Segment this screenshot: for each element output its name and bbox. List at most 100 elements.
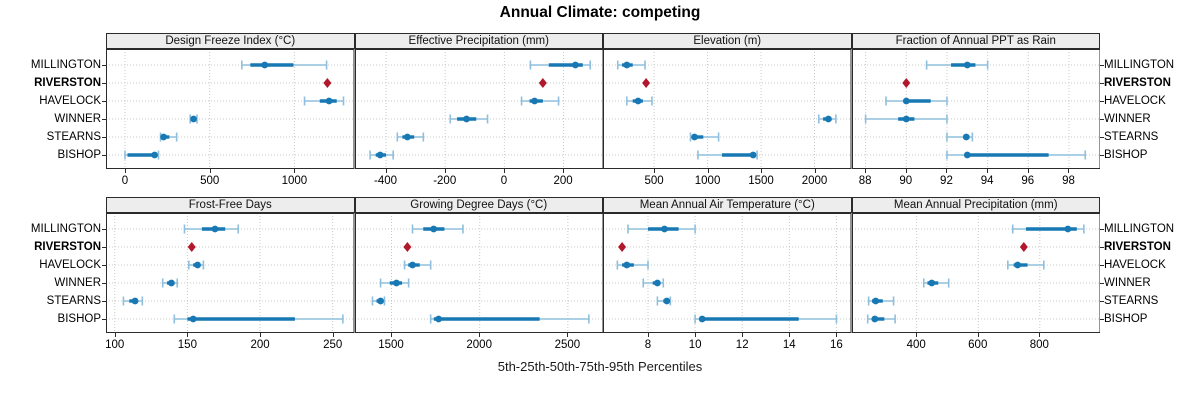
series-havelock — [1006, 260, 1045, 270]
highlight-diamond — [402, 242, 411, 252]
median-dot — [902, 115, 910, 123]
series-havelock — [303, 96, 345, 106]
highlight-diamond — [538, 78, 547, 88]
y-tick-mark — [101, 65, 106, 66]
panel-border — [851, 49, 1100, 169]
x-tick-mark — [707, 169, 709, 173]
median-dot — [623, 61, 631, 69]
x-tick-mark — [695, 333, 697, 337]
x-tick-mark — [789, 333, 791, 337]
x-tick-label: 12 — [735, 339, 749, 351]
series-bishop — [173, 314, 344, 324]
median-dot — [963, 61, 971, 69]
panel-border — [354, 213, 603, 333]
x-tick-mark — [987, 169, 989, 173]
series-riverston — [323, 78, 332, 88]
y-tick-mark — [101, 83, 106, 84]
y-tick-mark — [1100, 83, 1104, 84]
x-axis-tick-labels: 400 600 800 — [852, 339, 1101, 353]
highlight-diamond — [901, 78, 910, 88]
x-tick-label: 2500 — [554, 339, 581, 351]
x-tick-label: 88 — [858, 175, 872, 187]
x-tick-label: 1500 — [378, 339, 404, 351]
right-station-label-winner: WINNER — [1104, 277, 1151, 289]
series-riverston — [642, 78, 651, 88]
series-havelock — [626, 96, 653, 106]
median-dot — [392, 279, 400, 287]
median-dot — [825, 115, 832, 123]
median-dot — [663, 297, 671, 305]
x-tick-mark — [260, 333, 262, 337]
x-tick-mark — [977, 333, 979, 337]
highlight-diamond — [187, 242, 196, 252]
median-dot — [691, 133, 698, 141]
highlight-diamond — [1019, 242, 1028, 252]
panel-plot-area — [851, 49, 1100, 169]
y-tick-mark — [1100, 101, 1104, 102]
x-tick-mark — [444, 169, 446, 173]
series-millington — [627, 224, 696, 234]
panel-border — [603, 49, 852, 169]
series-havelock — [403, 260, 431, 270]
left-station-label-havelock: HAVELOCK — [39, 95, 101, 107]
series-millington — [411, 224, 464, 234]
series-millington — [925, 60, 988, 70]
y-tick-mark — [101, 283, 106, 284]
panel-strip-title: Growing Degree Days (°C) — [354, 197, 603, 213]
series-winner — [448, 114, 488, 124]
right-station-label-havelock: HAVELOCK — [1104, 259, 1166, 271]
series-winner — [379, 278, 409, 288]
series-winner — [817, 114, 837, 124]
panel-border — [851, 213, 1100, 333]
highlight-diamond — [618, 242, 627, 252]
figure-title: Annual Climate: competing — [499, 4, 701, 21]
right-station-label-millington: MILLINGTON — [1104, 223, 1175, 235]
left-station-label-bishop: BISHOP — [57, 313, 101, 325]
series-havelock — [520, 96, 559, 106]
x-tick-mark — [1027, 169, 1029, 173]
x-axis-tick-labels: 500 1000 1500 2000 — [603, 175, 852, 189]
panel-strip-title: Frost-Free Days — [106, 197, 355, 213]
median-dot — [434, 315, 442, 323]
panel-plot-area — [603, 213, 852, 333]
x-axis-tick-labels: -400 -200 0 200 — [355, 175, 604, 189]
x-tick-label: 0 — [500, 175, 508, 187]
left-station-label-stearns: STEARNS — [46, 131, 101, 143]
panel-border — [354, 49, 603, 169]
left-station-label-stearns: STEARNS — [46, 295, 101, 307]
x-tick-mark — [905, 169, 907, 173]
y-tick-mark — [1100, 247, 1104, 248]
median-dot — [160, 133, 167, 141]
panel-plot-area — [354, 49, 603, 169]
x-tick-mark — [391, 333, 392, 337]
x-tick-label: 500 — [200, 175, 220, 187]
series-millington — [616, 60, 646, 70]
panel-strip-title: Design Freeze Index (°C) — [106, 33, 355, 49]
panel-border — [106, 49, 355, 169]
series-riverston — [618, 242, 627, 252]
panel-plot-area — [354, 213, 603, 333]
x-tick-mark — [647, 333, 649, 337]
median-dot — [151, 151, 159, 159]
median-dot — [634, 97, 642, 105]
series-millington — [183, 224, 240, 234]
panel-strip-title: Fraction of Annual PPT as Rain — [851, 33, 1100, 49]
x-tick-label: 8 — [644, 339, 652, 351]
y-tick-mark — [1100, 283, 1104, 284]
series-bishop — [694, 314, 838, 324]
x-tick-mark — [1039, 333, 1041, 337]
panel-strip-title: Effective Precipitation (mm) — [354, 33, 603, 49]
x-tick-label: 0 — [121, 175, 129, 187]
y-tick-mark — [101, 319, 106, 320]
panel-strip-title: Mean Annual Air Temperature (°C) — [603, 197, 852, 213]
x-tick-label: 200 — [250, 339, 270, 351]
x-tick-mark — [124, 169, 126, 173]
median-dot — [167, 279, 175, 287]
series-riverston — [187, 242, 196, 252]
series-winner — [864, 114, 948, 124]
x-tick-mark — [503, 169, 505, 173]
right-station-label-millington: MILLINGTON — [1104, 59, 1175, 71]
highlight-diamond — [642, 78, 651, 88]
x-tick-mark — [1068, 169, 1070, 173]
y-tick-mark — [101, 229, 106, 230]
